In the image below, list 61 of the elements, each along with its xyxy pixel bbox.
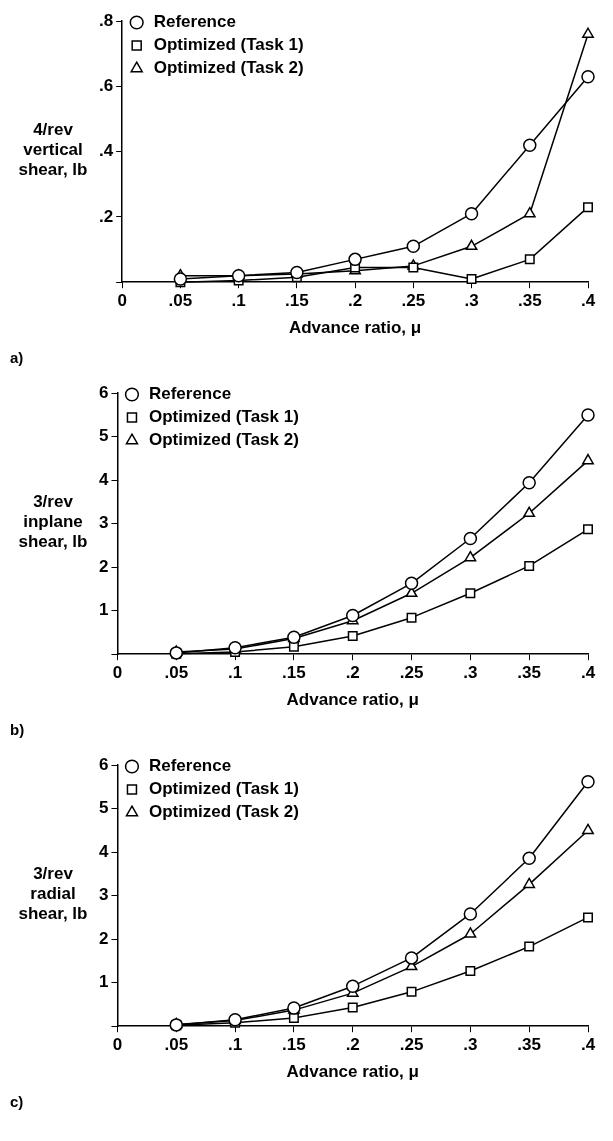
x-tick-label: 0 (112, 663, 123, 683)
x-tick-label: .05 (164, 663, 189, 683)
x-tick-label: 0 (112, 1035, 123, 1055)
x-tick-label: .35 (517, 663, 541, 683)
legend-label: Optimized (Task 1) (148, 407, 299, 427)
legend-label: Optimized (Task 2) (148, 802, 299, 822)
y-axis-title: 4/rev vertical shear, lb (17, 120, 89, 180)
y-tick-label: 4 (98, 841, 109, 861)
x-tick-label: .35 (517, 1035, 541, 1055)
x-tick-label: .25 (399, 1035, 424, 1055)
x-tick-label: .25 (401, 291, 426, 311)
x-tick-label: .4 (580, 663, 596, 683)
legend-label: Reference (148, 756, 232, 776)
x-tick-label: .05 (168, 291, 193, 311)
x-tick-label: .2 (345, 1035, 360, 1055)
text: a) (10, 349, 24, 366)
x-tick-label: .4 (580, 291, 596, 311)
legend-label: Optimized (Task 1) (148, 779, 299, 799)
x-tick-label: .35 (517, 291, 542, 311)
x-tick-label: .15 (285, 291, 309, 311)
y-tick-label: 2 (98, 928, 109, 948)
y-tick-label: 5 (98, 426, 109, 446)
y-tick-label: 2 (98, 556, 109, 576)
x-tick-label: .2 (348, 291, 363, 311)
y-tick-label: 6 (98, 382, 109, 402)
x-tick-label: .2 (345, 663, 360, 683)
x-tick-label: .15 (282, 663, 306, 683)
y-tick-label: .2 (98, 206, 114, 226)
text: b) (10, 721, 25, 738)
x-tick-label: .05 (164, 1035, 189, 1055)
legend-label: Reference (148, 384, 232, 404)
x-tick-label: 0 (117, 291, 127, 311)
y-tick-label: .8 (98, 10, 114, 30)
y-tick-label: 5 (98, 798, 109, 818)
x-tick-label: .15 (282, 1035, 306, 1055)
y-tick-label: 1 (98, 972, 109, 992)
x-tick-label: .1 (228, 1035, 243, 1055)
x-tick-label: .3 (463, 663, 478, 683)
x-axis-title: Advance ratio, μ (288, 318, 422, 338)
y-tick-label: 1 (98, 600, 109, 620)
x-tick-label: .1 (231, 291, 246, 311)
y-tick-label: .4 (98, 141, 114, 161)
y-tick-label: 3 (98, 513, 109, 533)
x-tick-label: .4 (580, 1035, 596, 1055)
legend-label: Reference (153, 12, 236, 32)
y-tick-label: 3 (98, 885, 109, 905)
text: c) (10, 1093, 24, 1110)
y-tick-label: 6 (98, 754, 109, 774)
y-axis-title: 3/rev inplane shear, lb (17, 492, 89, 552)
x-axis-title: Advance ratio, μ (286, 690, 419, 710)
legend-label: Optimized (Task 2) (148, 430, 299, 450)
x-tick-label: .3 (463, 1035, 478, 1055)
legend-label: Optimized (Task 2) (153, 58, 304, 78)
y-axis-title: 3/rev radial shear, lb (17, 864, 89, 924)
legend-label: Optimized (Task 1) (153, 35, 304, 55)
x-tick-label: .3 (464, 291, 479, 311)
x-tick-label: .1 (228, 663, 243, 683)
x-tick-label: .25 (399, 663, 424, 683)
x-axis-title: Advance ratio, μ (286, 1062, 419, 1082)
y-tick-label: 4 (98, 469, 109, 489)
y-tick-label: .6 (98, 76, 114, 96)
